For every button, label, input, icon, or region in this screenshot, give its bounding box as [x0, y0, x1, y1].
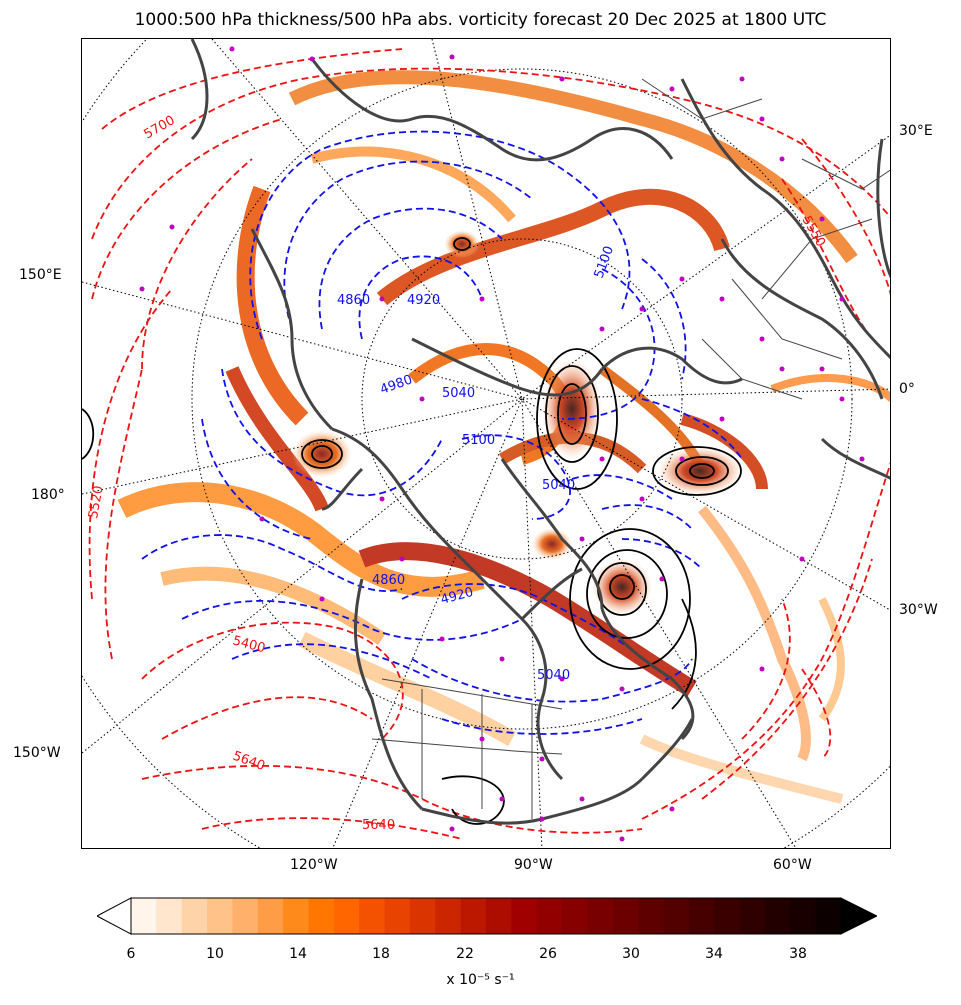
colorbar-cell [486, 898, 512, 934]
map-title: 1000:500 hPa thickness/500 hPa abs. vort… [134, 10, 827, 30]
blue-contour-label: 5040 [442, 386, 475, 401]
colorbar-cell [790, 898, 817, 934]
colorbar-cell [384, 898, 411, 934]
red-contour-label: 5640 [231, 749, 267, 774]
coastlines [190, 39, 890, 825]
colorbar-cell [612, 898, 639, 934]
colorbar-tick: 22 [456, 946, 474, 962]
colorbar-cell [308, 898, 335, 934]
colorbar-tick: 14 [289, 946, 307, 962]
colorbar-cell [207, 898, 233, 934]
colorbar-cell [739, 898, 766, 934]
map-canvas: 5700 5520 5400 5640 5550 5640 4860 4920 … [82, 39, 890, 848]
colorbar-cell [131, 898, 157, 934]
colorbar-cell [764, 898, 791, 934]
colorbar-max-arrow [840, 897, 877, 935]
blue-contour-label: 4920 [407, 293, 440, 308]
blue-contour-label: 5040 [542, 478, 575, 493]
colorbar-tick: 6 [126, 946, 136, 962]
bottom-lon-label: 90°W [514, 857, 553, 873]
colorbar [97, 897, 877, 935]
colorbar-cell [511, 898, 538, 934]
colorbar-cell [587, 898, 614, 934]
graticule [82, 39, 890, 848]
right-lon-label: 30°W [899, 602, 938, 618]
colorbar-cell [460, 898, 487, 934]
colorbar-tick: 30 [622, 946, 640, 962]
colorbar-cell [409, 898, 436, 934]
colorbar-min-arrow [97, 897, 132, 935]
colorbar-cell [283, 898, 309, 934]
colorbar-tick: 10 [206, 946, 224, 962]
vorticity-shading [117, 70, 890, 804]
colorbar-cell [435, 898, 462, 934]
colorbar-cell [232, 898, 259, 934]
colorbar-tick: 34 [705, 946, 723, 962]
colorbar-cell [714, 898, 741, 934]
colorbar-tick: 26 [539, 946, 557, 962]
colorbar-cells [131, 898, 842, 934]
left-lon-label: 150°W [13, 745, 61, 761]
right-lon-label: 30°E [899, 123, 933, 139]
colorbar-tick: 18 [372, 946, 390, 962]
blue-contour-label: 5100 [462, 433, 495, 448]
pressure-contours [82, 237, 742, 825]
right-lon-label: 0° [899, 381, 915, 397]
blue-contour-label: 5040 [537, 668, 570, 683]
colorbar-cell [181, 898, 208, 934]
colorbar-units: x 10⁻⁵ s⁻¹ [446, 972, 515, 988]
colorbar-cell [562, 898, 588, 934]
bottom-lon-label: 60°W [773, 857, 812, 873]
country-borders [371, 78, 890, 819]
thickness-contours-red [88, 48, 890, 840]
colorbar-cell [815, 898, 842, 934]
colorbar-cell [359, 898, 386, 934]
colorbar-cell [333, 898, 360, 934]
blue-contour-label: 4860 [372, 573, 405, 588]
left-lon-label: 180° [31, 487, 65, 503]
left-lon-label: 150°E [19, 267, 62, 283]
bottom-lon-label: 120°W [290, 857, 338, 873]
colorbar-cell [156, 898, 183, 934]
colorbar-cell [663, 898, 690, 934]
map-panel: 5700 5520 5400 5640 5550 5640 4860 4920 … [81, 38, 891, 849]
colorbar-tick: 38 [789, 946, 807, 962]
colorbar-cell [638, 898, 664, 934]
blue-contour-label: 4860 [337, 293, 370, 308]
colorbar-cell [257, 898, 284, 934]
blue-contour-label: 4980 [378, 372, 414, 397]
station-markers [139, 46, 865, 842]
colorbar-cell [536, 898, 563, 934]
red-contour-label: 5640 [362, 818, 395, 833]
red-contour-label: 5520 [86, 484, 107, 519]
colorbar-cell [688, 898, 715, 934]
red-contour-label: 5700 [142, 113, 178, 143]
colorbar-outline [130, 897, 842, 935]
